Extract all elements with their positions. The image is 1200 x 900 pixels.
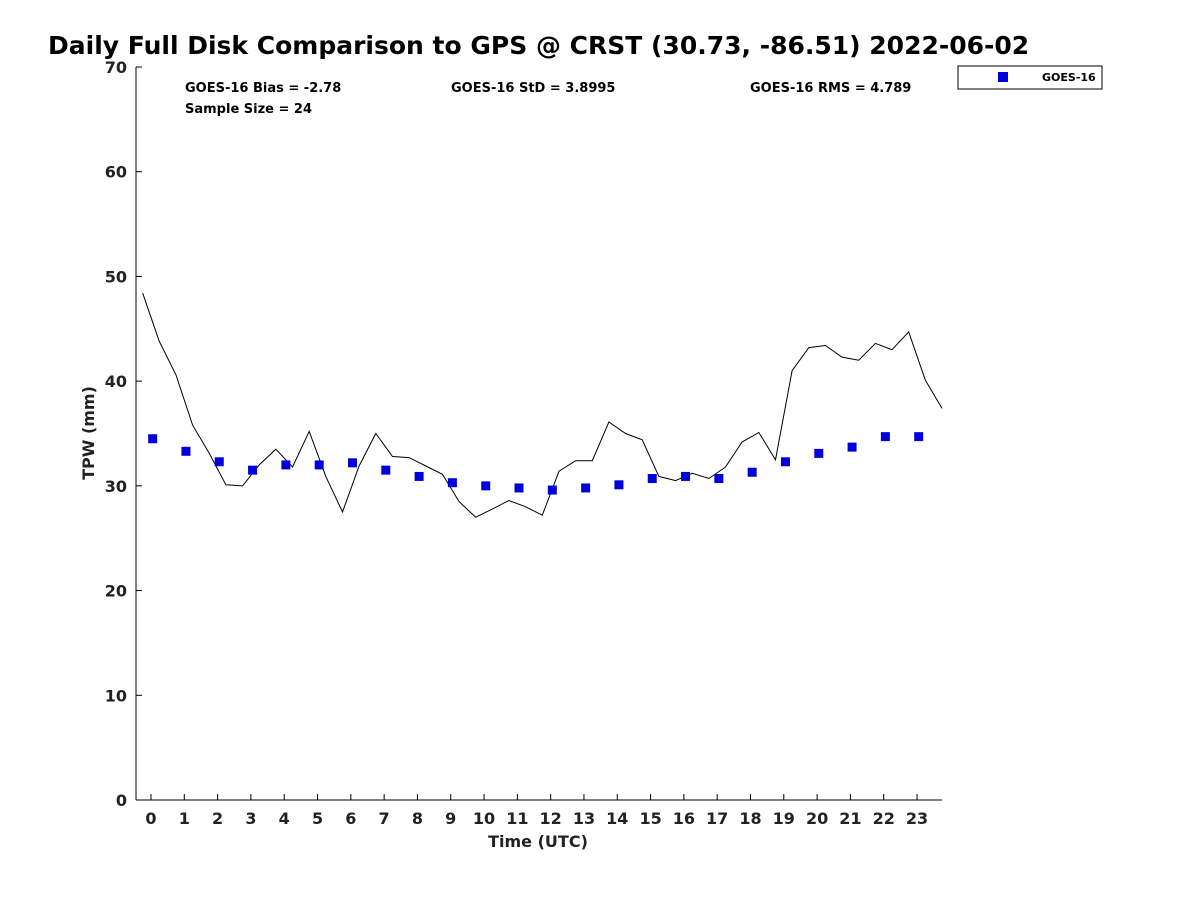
legend-box <box>957 65 1103 90</box>
x-ticks: 0 1 2 3 4 5 6 7 8 9 10 11 12 13 14 15 16 17 18 19 20 21 22 23 <box>145 794 928 828</box>
y-tick-label: 50 <box>105 267 127 286</box>
x-tick-label: 16 <box>673 809 695 828</box>
goes-16-point <box>581 483 591 493</box>
x-tick-label: 13 <box>573 809 595 828</box>
y-tick-label: 40 <box>105 372 127 391</box>
chart-title: Daily Full Disk Comparison to GPS @ CRST… <box>48 31 1029 60</box>
x-axis-label: Time (UTC) <box>488 832 588 851</box>
legend-label-goes-16: GOES-16 <box>1042 71 1096 84</box>
goes-16-point <box>181 446 191 456</box>
x-tick-label: 10 <box>473 809 495 828</box>
x-tick-label: 3 <box>245 809 256 828</box>
x-tick-label: 7 <box>379 809 390 828</box>
goes-16-point <box>148 434 158 444</box>
x-tick-label: 1 <box>179 809 190 828</box>
goes-16-point <box>281 460 291 470</box>
goes-16-point <box>747 467 757 477</box>
goes-16-point <box>514 483 524 493</box>
legend: GOES-16 <box>957 65 1103 90</box>
goes-16-point <box>314 460 324 470</box>
x-tick-label: 9 <box>445 809 456 828</box>
goes-16-series <box>148 432 924 495</box>
goes-16-point <box>914 432 924 442</box>
goes-16-point <box>681 471 691 481</box>
goes-16-point <box>447 478 457 488</box>
x-tick-label: 0 <box>145 809 156 828</box>
goes-16-point <box>248 465 258 475</box>
y-tick-label: 30 <box>105 477 127 496</box>
goes-16-point <box>780 457 790 467</box>
std-stat: GOES-16 StD = 3.8995 <box>451 81 615 96</box>
y-tick-label: 20 <box>105 582 127 601</box>
x-tick-label: 18 <box>739 809 761 828</box>
y-axis-label: TPW (mm) <box>79 386 98 480</box>
legend-marker-goes-16 <box>998 72 1008 82</box>
x-tick-label: 12 <box>540 809 562 828</box>
goes-16-point <box>547 485 557 495</box>
x-tick-label: 17 <box>706 809 728 828</box>
x-tick-label: 20 <box>806 809 828 828</box>
gps-series-line <box>142 293 943 518</box>
x-tick-label: 19 <box>773 809 795 828</box>
goes-16-point <box>347 458 357 468</box>
x-tick-label: 8 <box>412 809 423 828</box>
y-ticks: 0 10 20 30 40 50 60 70 <box>105 58 142 810</box>
x-tick-label: 5 <box>312 809 323 828</box>
sample-size-stat: Sample Size = 24 <box>185 102 312 117</box>
y-tick-label: 70 <box>105 58 127 77</box>
x-tick-label: 11 <box>506 809 528 828</box>
x-tick-label: 14 <box>606 809 628 828</box>
x-tick-label: 4 <box>279 809 290 828</box>
goes-16-point <box>880 432 890 442</box>
x-tick-label: 21 <box>839 809 861 828</box>
goes-16-point <box>614 480 624 490</box>
y-tick-label: 10 <box>105 686 127 705</box>
rms-stat: GOES-16 RMS = 4.789 <box>750 81 911 96</box>
goes-16-point <box>814 448 824 458</box>
goes-16-point <box>714 474 724 484</box>
goes-16-point <box>414 471 424 481</box>
y-tick-label: 60 <box>105 163 127 182</box>
y-tick-label: 0 <box>116 791 127 810</box>
plot-area <box>136 67 942 800</box>
bias-stat: GOES-16 Bias = -2.78 <box>185 81 341 96</box>
goes-16-point <box>481 481 491 491</box>
x-tick-label: 23 <box>906 809 928 828</box>
x-tick-label: 22 <box>873 809 895 828</box>
goes-16-point <box>214 457 224 467</box>
goes-16-point <box>647 474 657 484</box>
goes-16-point <box>847 442 857 452</box>
goes-16-point <box>381 465 391 475</box>
x-tick-label: 2 <box>212 809 223 828</box>
x-tick-label: 6 <box>345 809 356 828</box>
x-tick-label: 15 <box>639 809 661 828</box>
